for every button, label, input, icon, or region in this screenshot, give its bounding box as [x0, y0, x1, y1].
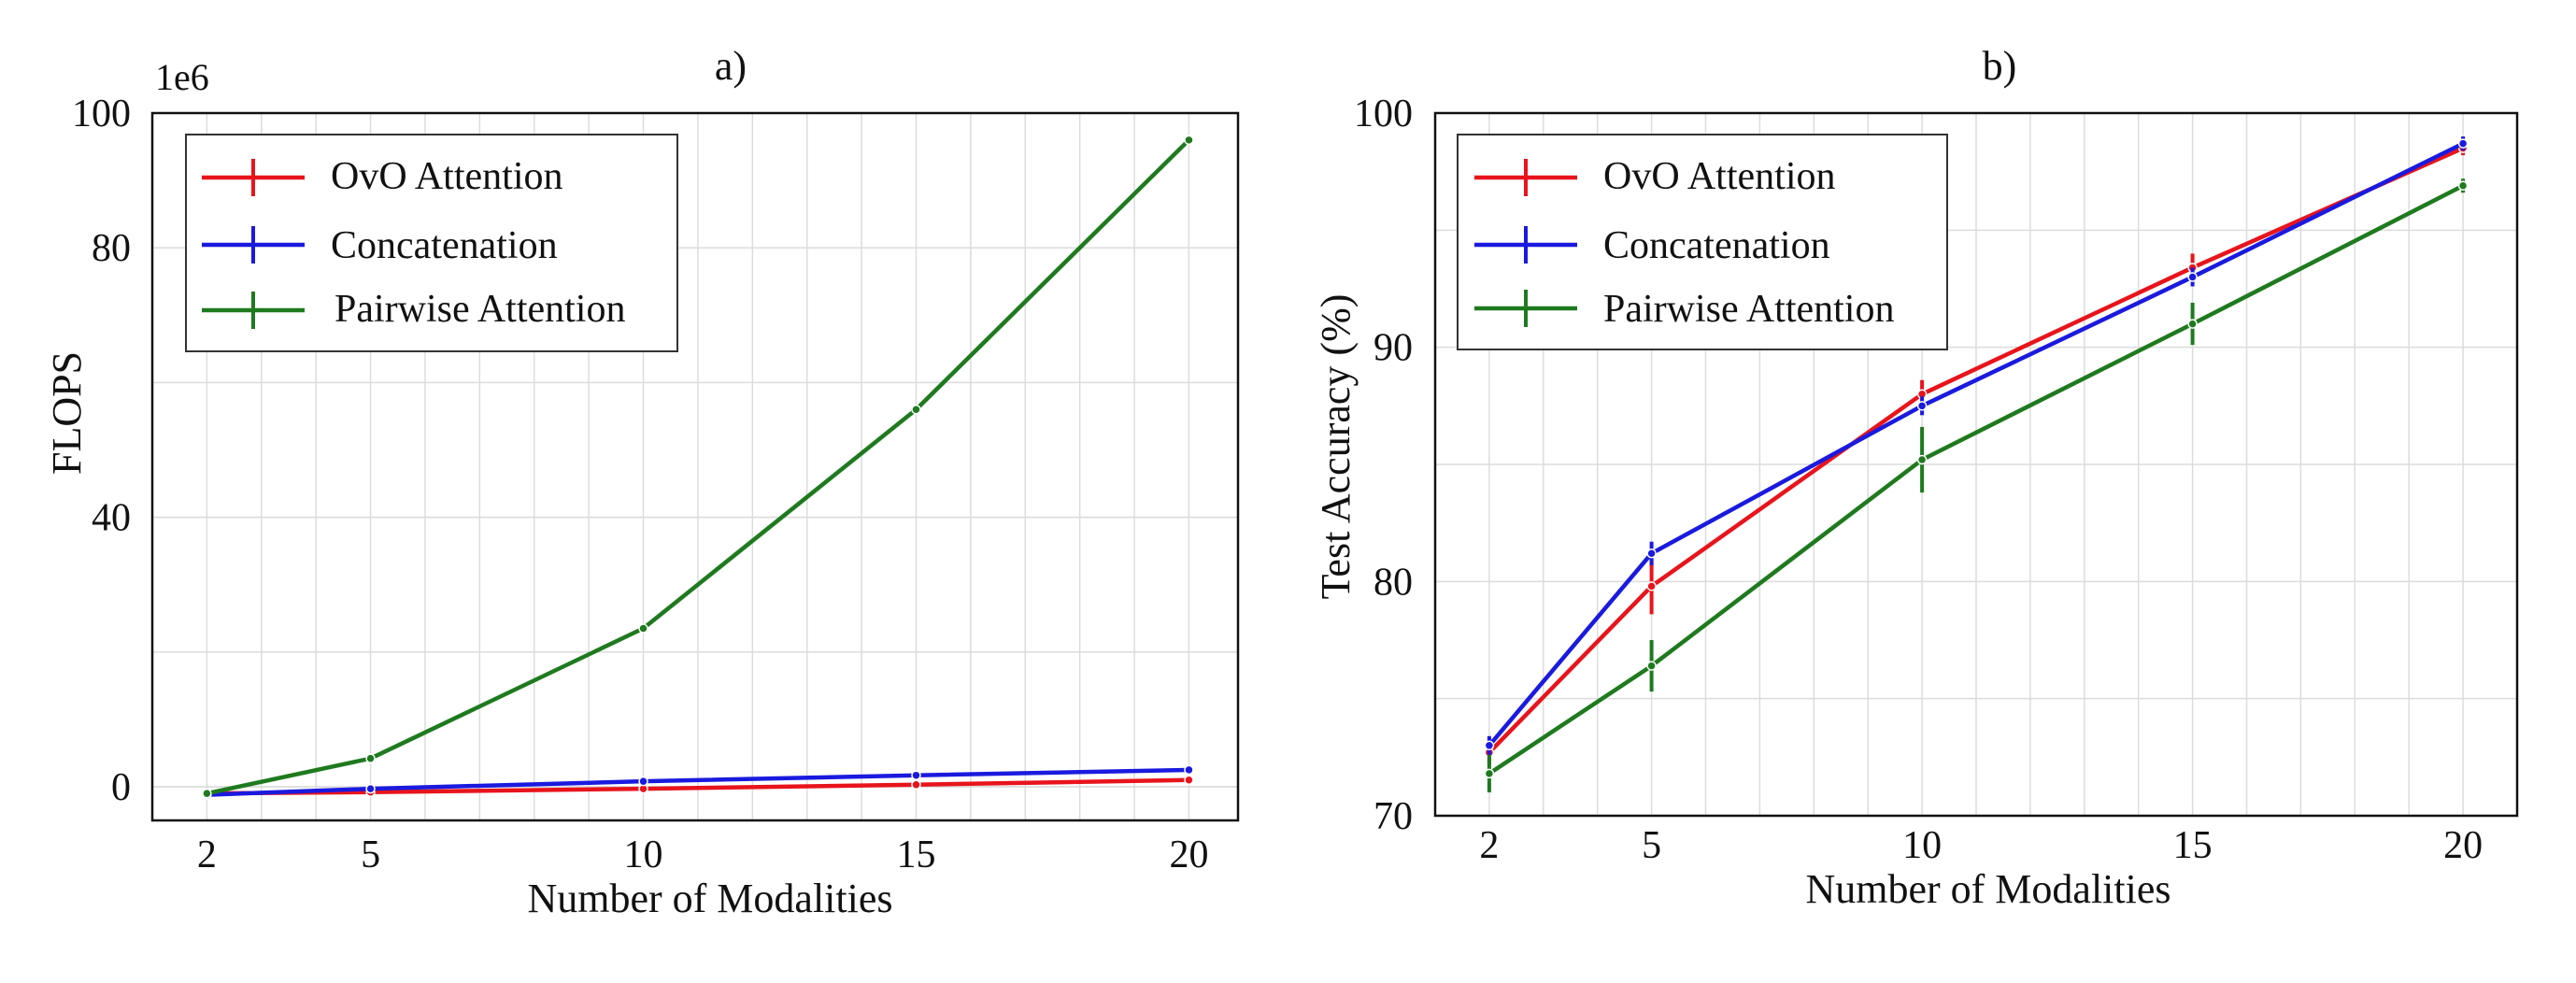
panel-b-y-tick-70: 70	[1373, 795, 1413, 838]
panel-a-point-concatenation-5	[365, 783, 376, 794]
panel-b-y-axis-label: Test Accuracy (%)	[1313, 294, 1359, 600]
panel-a-y-tick-0: 0	[111, 766, 131, 809]
panel-b-accuracy-chart: b) 2 5 10 15 20 70 80 90 100 Number of Modaliti…	[1313, 43, 2519, 912]
panel-a-point-concatenation-10	[638, 776, 648, 787]
panel-b-plot-frame	[1433, 111, 2519, 818]
panel-a-legend-entry-concat: Concatenation	[202, 224, 558, 267]
panel-b-x-ticks: 2 5 10 15 20	[1479, 824, 2483, 867]
panel-a-legend-entry-pairwise: Pairwise Attention	[202, 288, 625, 331]
panel-b-point-pairwise-attention-5	[1646, 661, 1657, 671]
panel-a-y-tick-80: 80	[92, 227, 131, 270]
panel-b-title: b)	[1983, 43, 2017, 89]
panel-b-point-concatenation-15	[2187, 272, 2198, 282]
panel-a-point-ovo-attention-20	[1184, 775, 1194, 785]
panel-a-x-tick-15: 15	[896, 833, 935, 876]
panel-b-x-axis-label: Number of Modalities	[1805, 866, 2170, 912]
panel-b-legend-entry-ovo: OvO Attention	[1474, 155, 1836, 198]
panel-a-point-pairwise-attention-15	[911, 404, 921, 415]
panel-b-x-tick-5: 5	[1642, 824, 1661, 867]
panel-a-legend-entry-ovo: OvO Attention	[202, 155, 563, 198]
panel-a-series-pairwise-attention	[202, 135, 1194, 799]
panel-a-x-tick-10: 10	[624, 833, 663, 876]
panel-b-point-concatenation-5	[1646, 548, 1657, 559]
panel-b-point-ovo-attention-5	[1646, 581, 1657, 591]
panel-b-point-pairwise-attention-10	[1916, 454, 1928, 465]
panel-b-y-tick-90: 90	[1373, 327, 1413, 370]
panel-b-point-concatenation-2	[1484, 740, 1495, 751]
panel-b-legend-entry-concat: Concatenation	[1474, 224, 1830, 267]
panel-b-point-pairwise-attention-20	[2457, 180, 2469, 191]
panel-a-point-pairwise-attention-2	[202, 788, 212, 799]
panel-b-x-tick-20: 20	[2443, 824, 2483, 867]
panel-a-x-tick-5: 5	[361, 833, 380, 876]
panel-b-point-pairwise-attention-2	[1484, 768, 1495, 779]
panel-a-point-pairwise-attention-10	[638, 623, 648, 634]
panel-a-series-concatenation	[202, 764, 1194, 800]
panel-b-legend-entry-pairwise: Pairwise Attention	[1474, 288, 1894, 331]
panel-a-flops-chart: a) 1e6 2 5 10 15 20 0 40 80 100 Number of Modal…	[44, 43, 1240, 921]
panel-b-x-tick-15: 15	[2173, 824, 2213, 867]
panel-a-point-pairwise-attention-5	[365, 753, 376, 763]
panel-a-legend-label-ovo: OvO Attention	[331, 155, 563, 198]
panel-b-series-concatenation	[1484, 136, 2469, 755]
panel-a-series-group	[202, 135, 1194, 800]
panel-a-x-ticks: 2 5 10 15 20	[197, 833, 1209, 876]
panel-a-x-axis-label: Number of Modalities	[527, 876, 892, 921]
panel-b-legend-label-pairwise: Pairwise Attention	[1603, 288, 1894, 331]
panel-b-y-tick-100: 100	[1354, 93, 1413, 135]
panel-b-series-group	[1484, 136, 2469, 792]
panel-b-legend: OvO Attention Concatenation Pairwise Att…	[1457, 134, 1948, 350]
panel-a-legend-label-concat: Concatenation	[331, 224, 558, 267]
panel-a-y-tick-40: 40	[92, 497, 131, 540]
panel-b-y-ticks: 70 80 90 100	[1354, 93, 1413, 838]
panel-b-legend-box	[1457, 134, 1948, 350]
panel-a-y-ticks: 0 40 80 100	[72, 93, 131, 809]
panel-b-legend-label-concat: Concatenation	[1603, 224, 1830, 267]
panel-b-series-pairwise-attention	[1484, 178, 2469, 792]
panel-b-x-tick-10: 10	[1902, 824, 1942, 867]
panel-b-y-tick-80: 80	[1373, 561, 1413, 604]
panel-a-y-axis-label: FLOPS	[44, 351, 90, 475]
panel-a-legend: OvO Attention Concatenation Pairwise Att…	[185, 134, 678, 352]
panel-a-point-pairwise-attention-20	[1184, 135, 1194, 146]
panel-b-point-concatenation-20	[2457, 138, 2469, 149]
panel-a-y-tick-100: 100	[72, 93, 131, 135]
panel-a-point-concatenation-20	[1184, 764, 1194, 776]
panel-a-title: a)	[715, 43, 747, 89]
panel-b-x-tick-2: 2	[1479, 824, 1499, 867]
panel-a-exponent-label: 1e6	[155, 56, 209, 98]
panel-b-legend-label-ovo: OvO Attention	[1603, 155, 1836, 198]
panel-a-legend-label-pairwise: Pairwise Attention	[334, 288, 625, 331]
panel-a-x-tick-20: 20	[1169, 833, 1208, 876]
panel-a-plot-frame	[150, 111, 1240, 822]
panel-b-point-pairwise-attention-15	[2187, 319, 2198, 329]
panel-a-x-tick-2: 2	[197, 833, 217, 876]
panel-b-point-concatenation-10	[1916, 401, 1928, 411]
panel-a-point-ovo-attention-15	[911, 779, 921, 791]
panel-a-point-concatenation-15	[911, 770, 921, 780]
